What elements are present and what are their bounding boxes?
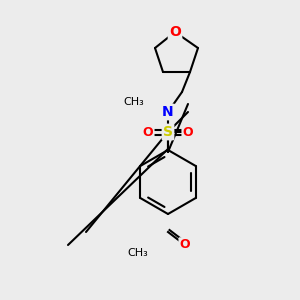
Text: CH₃: CH₃ xyxy=(123,97,144,107)
Text: N: N xyxy=(162,105,174,119)
Text: S: S xyxy=(163,125,173,139)
Text: O: O xyxy=(183,125,193,139)
Text: O: O xyxy=(180,238,190,251)
Text: CH₃: CH₃ xyxy=(127,248,148,258)
Text: O: O xyxy=(143,125,153,139)
Text: O: O xyxy=(169,25,181,39)
